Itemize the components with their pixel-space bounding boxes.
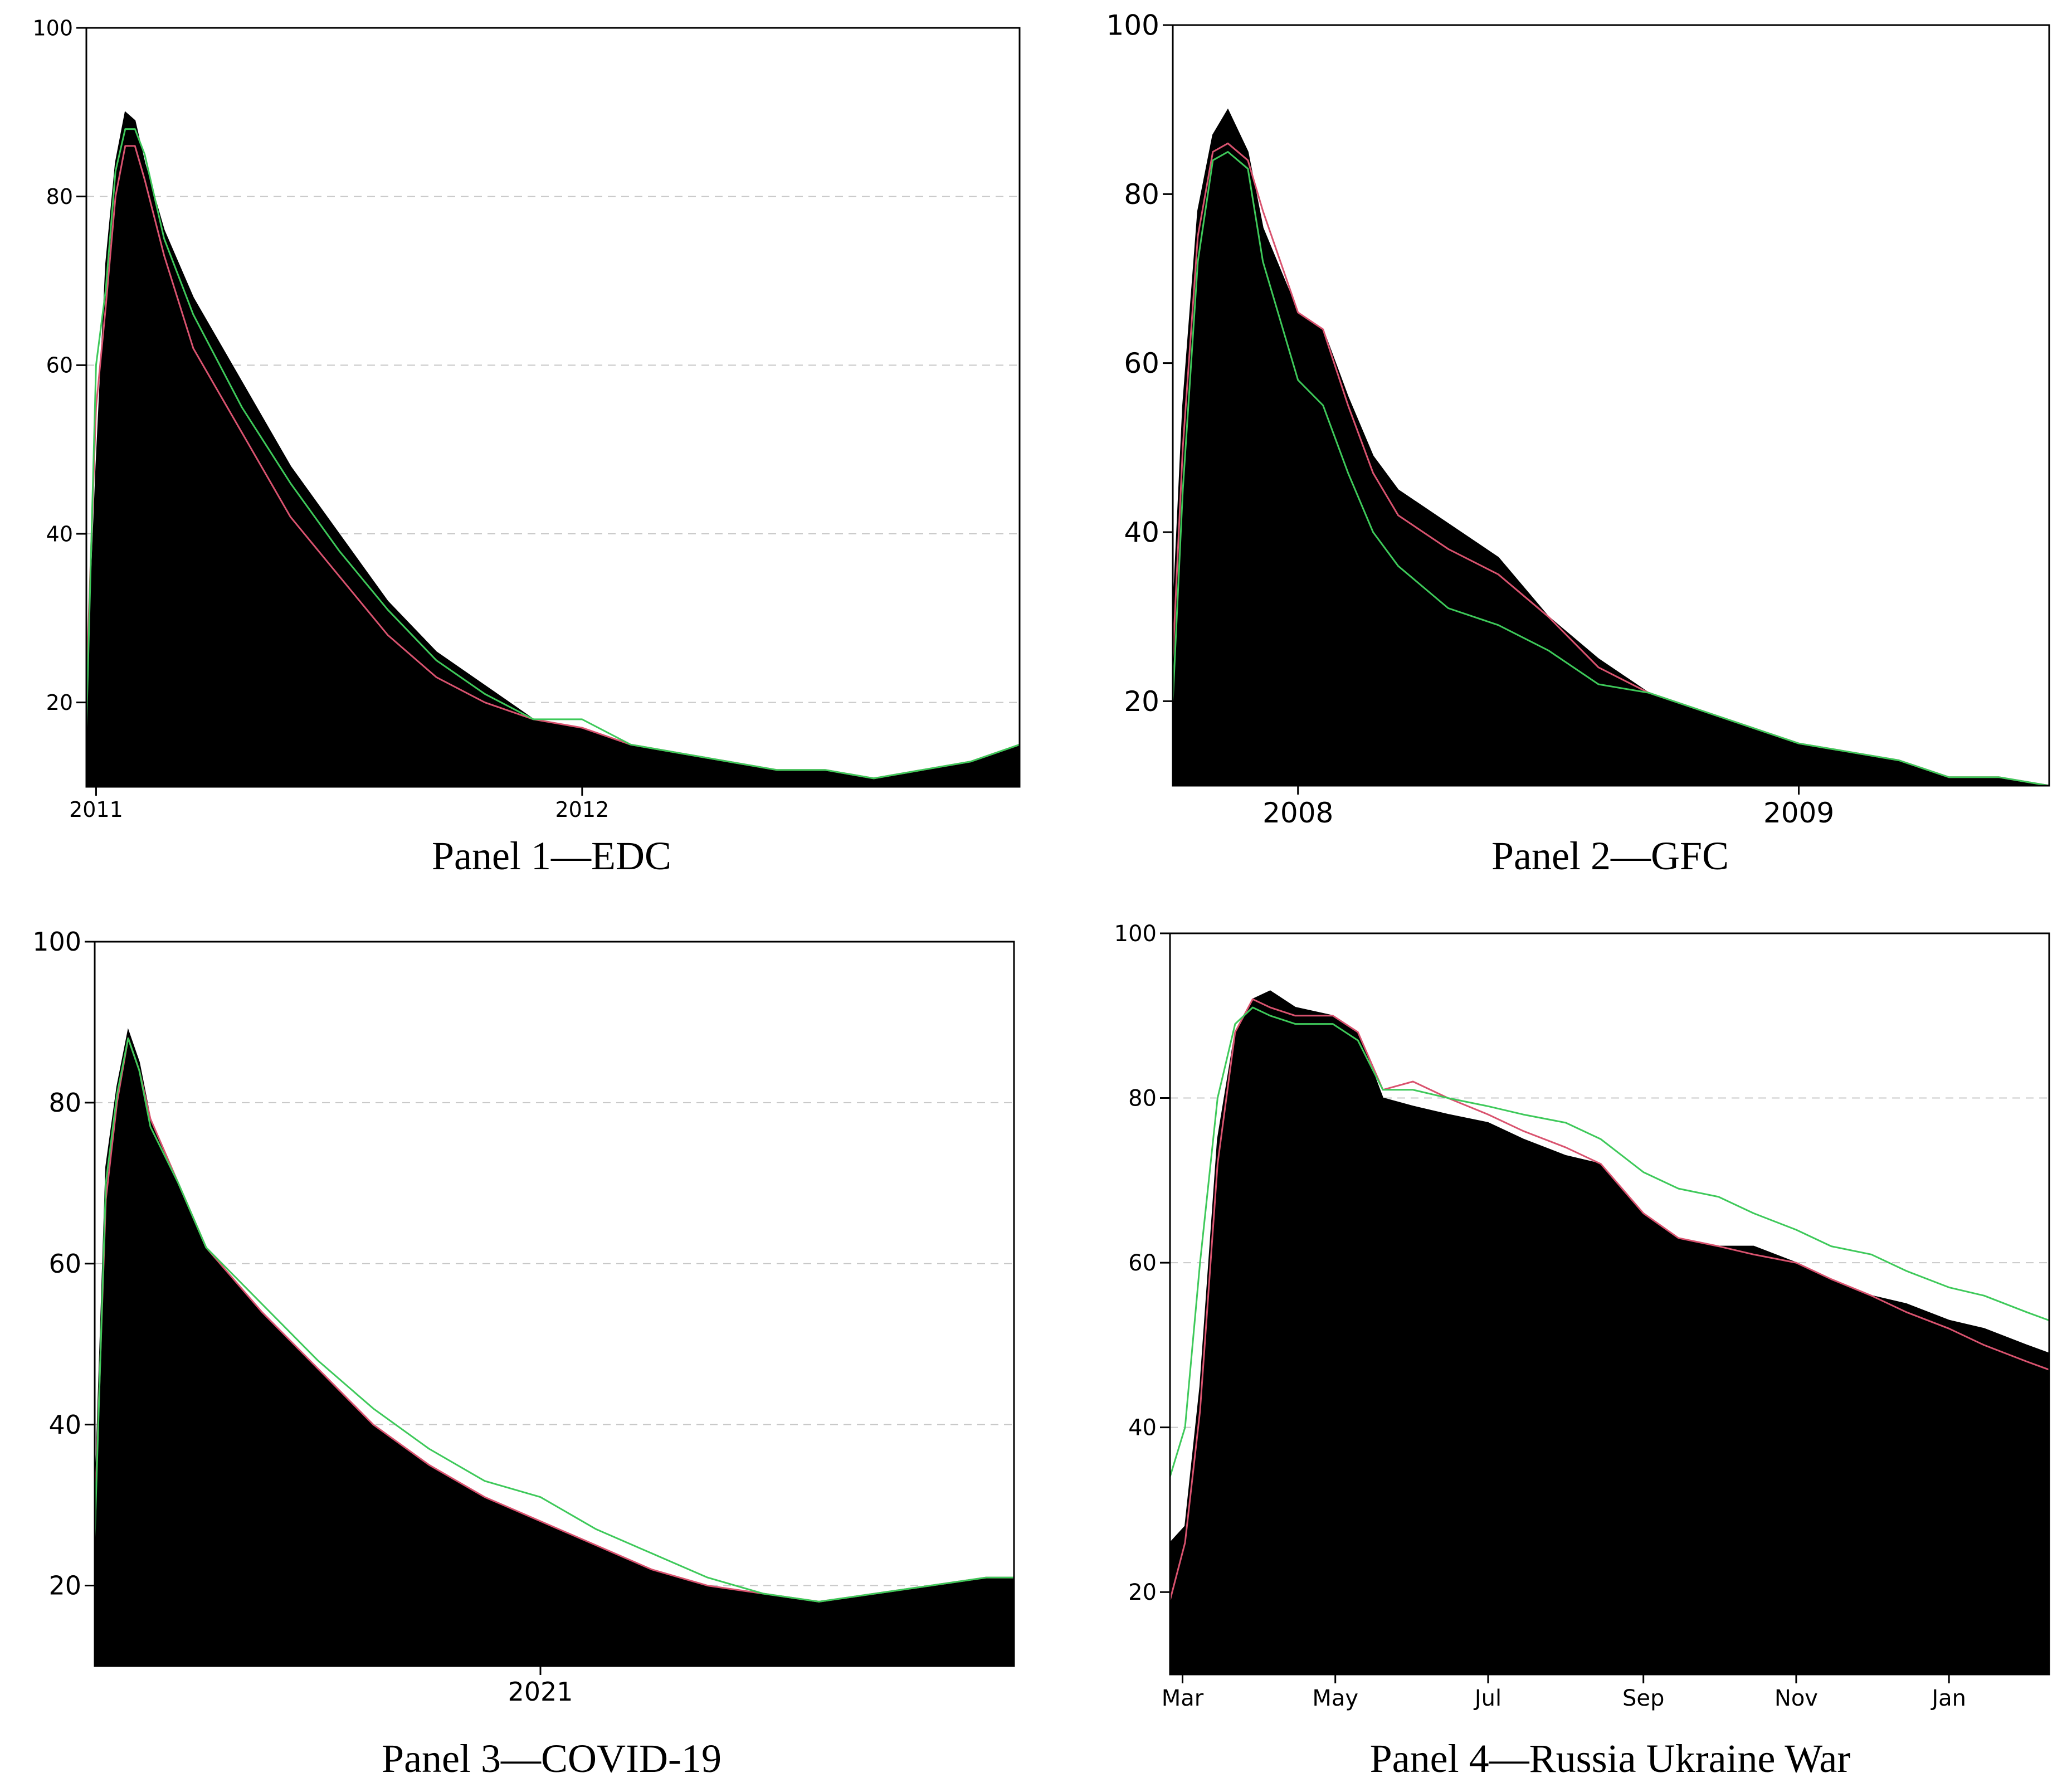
panel-2-axes-frame (1172, 24, 2050, 787)
panel-3-y-tick-label: 80 (48, 1088, 81, 1118)
panel-1-x-tick-label: 2011 (69, 797, 123, 822)
panel-3-y-tick-label: 100 (32, 927, 81, 957)
panel-2-y-tick-label: 100 (1106, 9, 1159, 42)
panel-4-caption: Panel 4—Russia Ukraine War (1370, 1736, 1851, 1781)
panel-4-x-tick-label: May (1312, 1686, 1358, 1711)
panel-4-plot-area: 20 40 60 80 100 Mar May Jul Sep Nov Jan (1114, 921, 2050, 1711)
panel-1-caption: Panel 1—EDC (432, 834, 671, 878)
panel-2-x-tick-label: 2009 (1763, 797, 1834, 829)
panel-3: 20 40 60 80 100 2021 Panel 3—COVID-19 (32, 927, 1015, 1781)
panel-1-plot-area: 20 40 60 80 100 2011 2012 (32, 16, 1021, 822)
panel-4-green-line-series (1169, 1006, 2050, 1477)
panel-4-y-tick-label: 20 (1128, 1580, 1157, 1605)
panel-4-x-tick-label: Jul (1473, 1686, 1502, 1711)
panel-1-y-tick-label: 20 (46, 690, 73, 715)
panel-1-x-tick-label: 2012 (555, 797, 609, 822)
panel-1-axes-frame (85, 27, 1021, 788)
panel-2-y-tick-label: 40 (1124, 517, 1159, 549)
panel-4-y-tick-label: 60 (1128, 1250, 1157, 1276)
panel-2-y-tick-label: 80 (1124, 178, 1159, 211)
panel-1-area-series (86, 111, 1020, 787)
panel-3-y-tick-label: 40 (48, 1410, 81, 1440)
panel-1-green-line-series (85, 128, 1020, 780)
panel-4-x-tick-label: Jan (1930, 1686, 1966, 1711)
panel-3-green-line-series (94, 1037, 1014, 1603)
panel-2-y-tick-label: 60 (1124, 347, 1159, 379)
panel-4-area-series (1169, 990, 2050, 1675)
panel-3-caption: Panel 3—COVID-19 (382, 1736, 722, 1781)
panel-1-y-tick-label: 80 (46, 184, 73, 209)
panel-4-y-tick-label: 100 (1114, 921, 1157, 947)
panel-3-y-tick-label: 60 (48, 1249, 81, 1279)
panel-2-area-series (1172, 108, 2050, 786)
panel-1-y-tick-label: 40 (46, 522, 73, 546)
panel-4-x-tick-label: Mar (1162, 1686, 1204, 1711)
panel-1-y-tick-label: 60 (46, 353, 73, 378)
panel-2: 20 40 60 80 100 2008 2009 Panel 2—GFC (1106, 9, 2050, 878)
panel-1: 20 40 60 80 100 2011 2012 Panel 1—EDC (32, 16, 1021, 878)
panel-2-green-line-series (1172, 151, 2050, 787)
panel-2-caption: Panel 2—GFC (1491, 834, 1729, 878)
panel-2-y-tick-label: 20 (1124, 685, 1159, 718)
panel-4-red-line-series (1169, 998, 2050, 1601)
panel-4-x-tick-label: Sep (1622, 1686, 1664, 1711)
panel-2-x-tick-label: 2008 (1262, 797, 1333, 829)
panel-4-x-tick-label: Nov (1774, 1686, 1818, 1711)
panel-2-plot-area: 20 40 60 80 100 2008 2009 (1106, 9, 2050, 829)
panel-1-y-tick-label: 100 (32, 16, 73, 40)
panel-4: 20 40 60 80 100 Mar May Jul Sep Nov Jan Panel 4—Ru… (1114, 921, 2050, 1781)
panel-4-axes-frame (1169, 932, 2050, 1676)
panel-3-plot-area: 20 40 60 80 100 2021 (32, 927, 1015, 1707)
panel-3-y-tick-label: 20 (48, 1571, 81, 1601)
panel-3-area-series (94, 1028, 1015, 1667)
panel-3-axes-frame (94, 941, 1015, 1667)
panel-4-y-tick-label: 80 (1128, 1086, 1157, 1112)
panel-4-y-tick-label: 40 (1128, 1415, 1157, 1441)
panel-3-x-tick-label: 2021 (508, 1677, 573, 1707)
